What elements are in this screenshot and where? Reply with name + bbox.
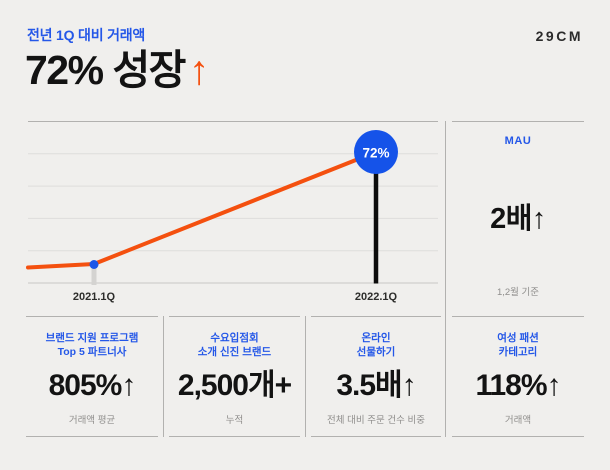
stat-card-brand-program: 브랜드 지원 프로그램 Top 5 파트너사 805%↑ 거래액 평균 [26,316,158,437]
report-title: 72% 성장↑ [25,47,209,93]
stat-label: 여성 패션 카테고리 [497,332,539,358]
stat-value: 805%↑ [48,369,137,402]
stat-label: 브랜드 지원 프로그램 Top 5 파트너사 [45,332,139,358]
stat-card-womens-fashion: 여성 패션 카테고리 118%↑ 거래액 [452,316,584,437]
brand-logo: 29CM [535,28,583,44]
stat-caption: 누적 [225,415,244,426]
stat-label: 온라인 선물하기 [356,332,396,358]
mau-panel-value: 2배↑ [490,203,546,235]
start-point-marker [89,260,99,269]
value-badge-label: 72% [362,146,389,161]
card-divider-2 [305,316,306,437]
stat-caption: 거래액 [504,415,532,426]
x-axis-label-start: 2021.1Q [73,291,116,303]
revenue-trend-chart: 72% 2021.1Q 2022.1Q [26,121,438,303]
section-divider-vertical [445,121,446,437]
stat-value: 3.5배↑ [336,369,416,402]
x-axis-label-end: 2022.1Q [355,291,398,303]
mau-panel-label: MAU [504,135,532,147]
stat-card-new-brands: 수요입점회 소개 신진 브랜드 2,500개+ 누적 [169,316,300,437]
report-title-text: 72% 성장 [25,47,186,93]
report-subtitle: 전년 1Q 대비 거래액 [27,27,146,43]
value-badge [354,130,398,174]
stat-card-online-gifting: 온라인 선물하기 3.5배↑ 전체 대비 주문 건수 비중 [311,316,441,437]
start-point-tick [91,266,97,285]
stat-value: 118%↑ [475,369,561,402]
mau-panel: MAU 2배↑ 1,2월 기준 [452,121,584,310]
trend-line [26,150,378,270]
stat-label: 수요입점회 소개 신진 브랜드 [197,332,272,358]
card-divider-1 [163,316,164,437]
stat-value: 2,500개+ [177,369,292,402]
growth-up-arrow-icon: ↑ [188,47,210,93]
mau-panel-caption: 1,2월 기준 [496,287,540,298]
stat-caption: 전체 대비 주문 건수 비중 [327,415,425,426]
stat-caption: 거래액 평균 [68,415,116,426]
